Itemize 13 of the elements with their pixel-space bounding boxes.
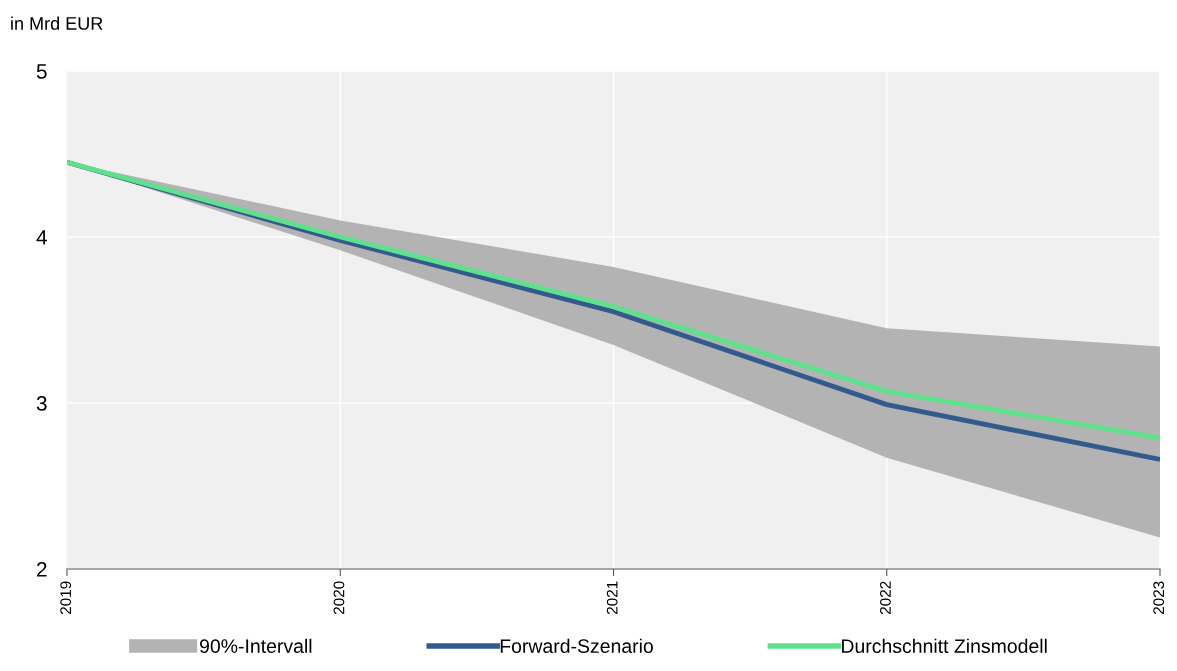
legend-label: Durchschnitt Zinsmodell bbox=[842, 638, 1047, 654]
x-tick-label: 2022 bbox=[880, 581, 891, 615]
y-tick-label: 4 bbox=[36, 230, 47, 245]
y-tick-label: 5 bbox=[36, 64, 47, 79]
x-tick-label: 2021 bbox=[606, 581, 618, 615]
y-tick-label: 2 bbox=[37, 562, 47, 577]
y-axis-title: in Mrd EUR bbox=[11, 16, 103, 30]
x-tick-label: 2019 bbox=[60, 581, 72, 615]
legend-label: Forward-Szenario bbox=[500, 638, 653, 654]
legend-label: 90%-Intervall bbox=[200, 638, 312, 654]
x-tick-label: 2023 bbox=[1153, 581, 1165, 615]
x-tick-label: 2020 bbox=[333, 581, 345, 615]
y-tick-label: 3 bbox=[36, 396, 47, 411]
